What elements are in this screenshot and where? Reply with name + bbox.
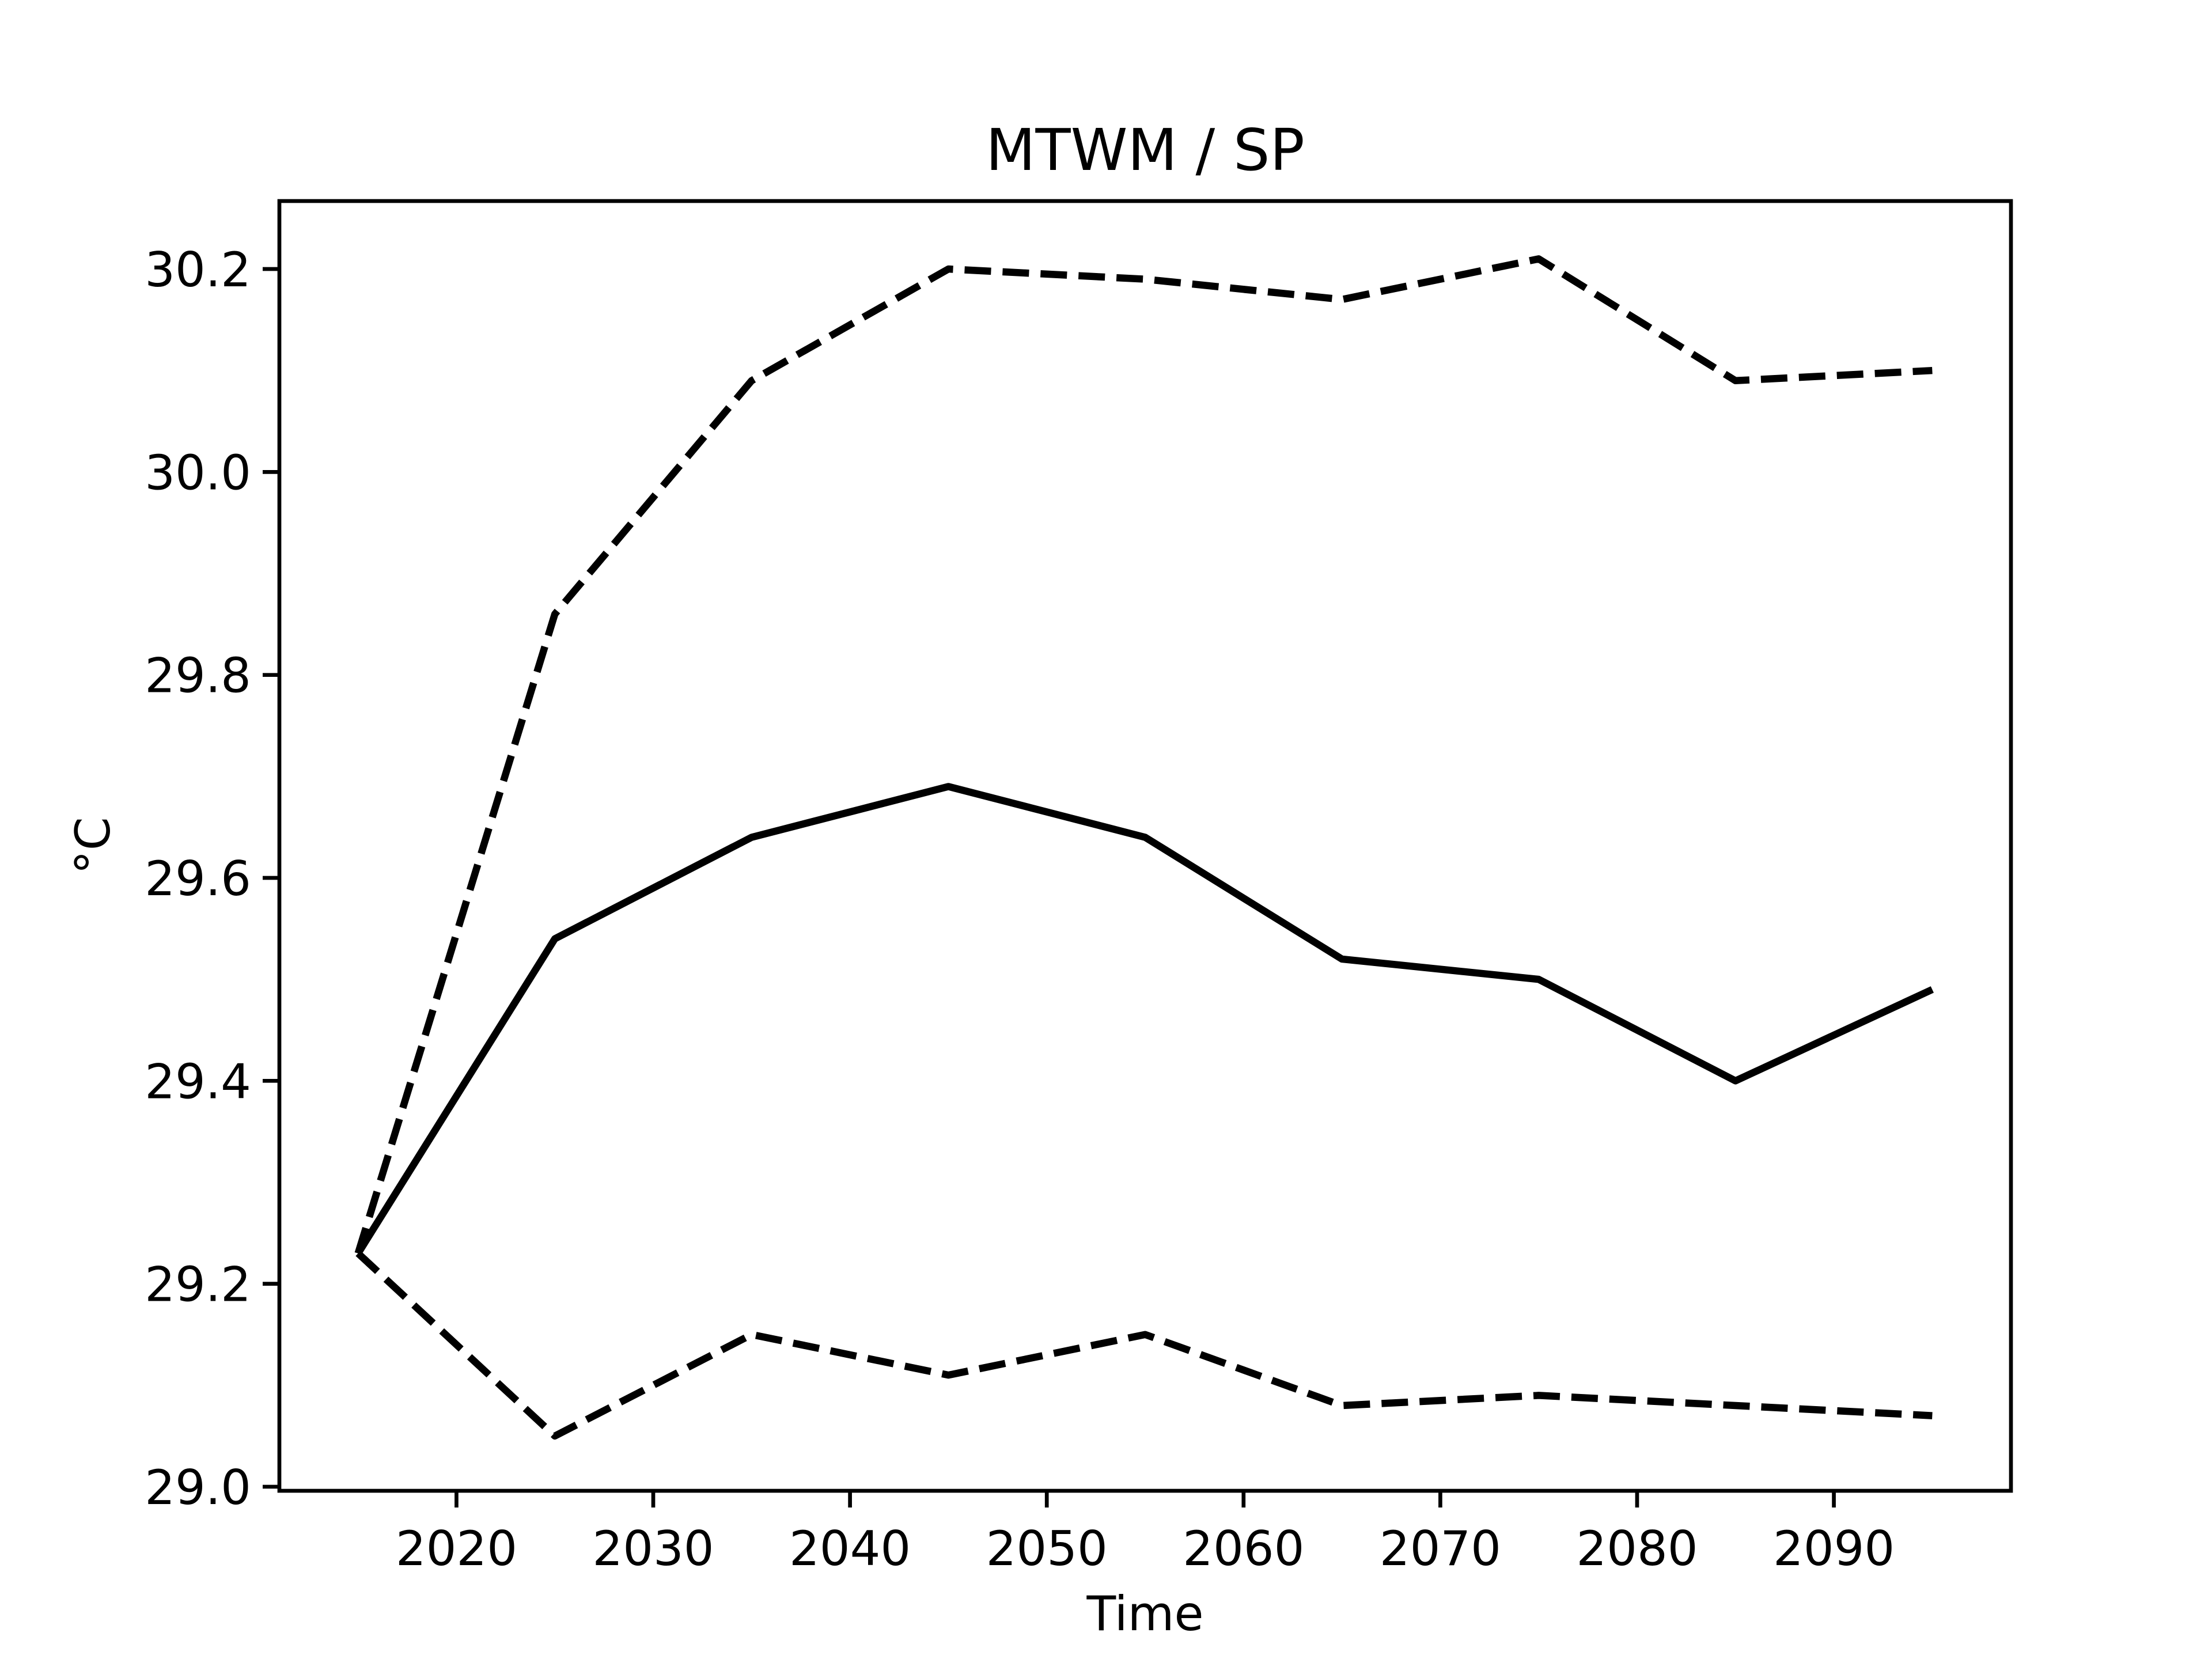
line-series bbox=[354, 255, 1933, 1255]
plot-frame bbox=[277, 199, 2013, 1493]
x-tick-label: 2020 bbox=[396, 1521, 517, 1577]
y-tick-label: 29.0 bbox=[145, 1460, 251, 1516]
line-series bbox=[355, 783, 1934, 1256]
x-tick-label: 2030 bbox=[592, 1521, 714, 1577]
x-axis-label: Time bbox=[1086, 1586, 1203, 1642]
x-tick-label: 2050 bbox=[986, 1521, 1108, 1577]
x-tick-label: 2070 bbox=[1380, 1521, 1501, 1577]
x-tick-label: 2060 bbox=[1183, 1521, 1304, 1577]
y-tick-label: 29.2 bbox=[145, 1257, 251, 1313]
y-axis-label: °C bbox=[65, 817, 121, 874]
line-series bbox=[355, 1251, 1933, 1440]
y-tick-label: 30.0 bbox=[145, 445, 251, 501]
x-tick-label: 2080 bbox=[1576, 1521, 1698, 1577]
y-tick-label: 29.4 bbox=[145, 1054, 251, 1109]
y-tick-label: 30.2 bbox=[145, 242, 251, 298]
chart-title: MTWM / SP bbox=[986, 116, 1305, 184]
x-tick-label: 2090 bbox=[1773, 1521, 1895, 1577]
x-tick-label: 2040 bbox=[789, 1521, 911, 1577]
y-tick-label: 29.6 bbox=[145, 851, 251, 907]
y-tick-label: 29.8 bbox=[145, 648, 251, 704]
